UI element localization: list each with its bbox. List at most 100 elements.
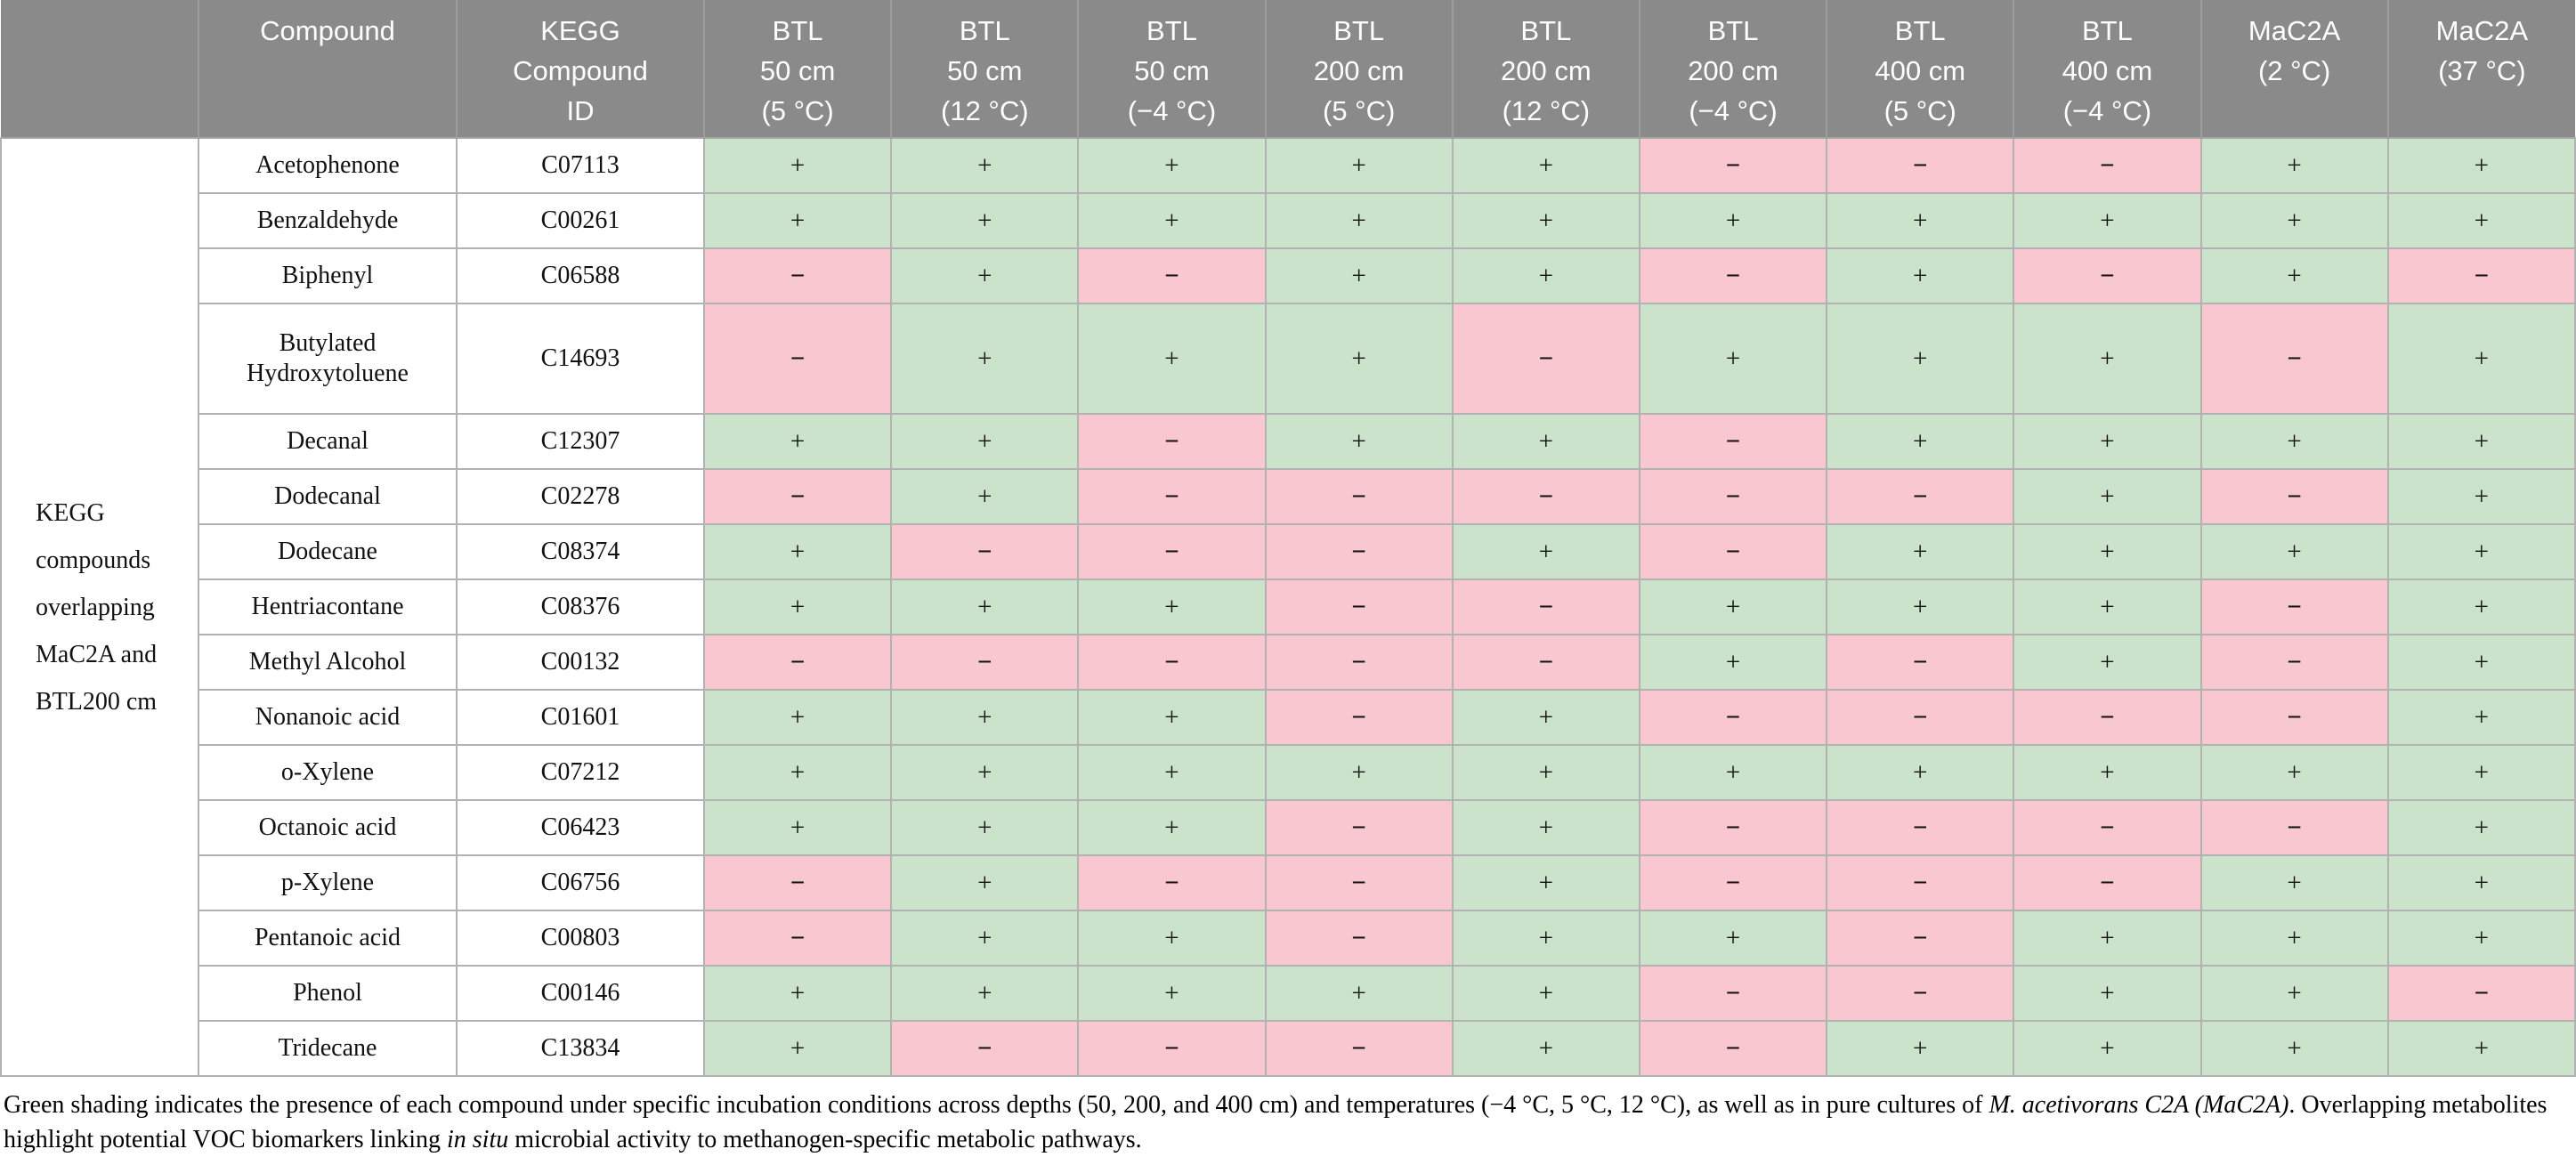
presence-cell-negative: − bbox=[1451, 303, 1640, 415]
table-row: Benzaldehyde C00261 + + + + + + + + + + bbox=[1, 192, 2576, 249]
presence-cell-positive: + bbox=[2386, 744, 2576, 801]
presence-cell-positive: + bbox=[1077, 137, 1267, 194]
presence-cell-negative: − bbox=[2386, 247, 2576, 304]
presence-cell-positive: + bbox=[2386, 854, 2576, 911]
presence-cell-positive: + bbox=[2199, 1020, 2389, 1077]
presence-cell-positive: + bbox=[1638, 910, 1828, 967]
compound-name-cell: Hentriacontane bbox=[198, 578, 458, 635]
presence-cell-negative: − bbox=[1826, 634, 2015, 691]
presence-cell-positive: + bbox=[1826, 247, 2015, 304]
table-row: Methyl Alcohol C00132− − − − − + − + − + bbox=[1, 634, 2576, 691]
presence-cell-positive: + bbox=[702, 413, 893, 470]
header-kegg-id: KEGG Compound ID bbox=[456, 0, 704, 138]
presence-cell-negative: − bbox=[1264, 1020, 1454, 1077]
kegg-id-cell: C02278 bbox=[456, 468, 705, 525]
presence-cell-negative: − bbox=[890, 634, 1080, 691]
presence-cell-positive: + bbox=[1077, 799, 1267, 856]
compound-name-cell: Biphenyl bbox=[198, 247, 458, 304]
presence-cell-negative: − bbox=[1638, 965, 1828, 1022]
presence-cell-positive: + bbox=[1264, 192, 1454, 249]
presence-cell-negative: − bbox=[702, 634, 893, 691]
compound-name-cell: Dodecane bbox=[198, 523, 458, 580]
presence-cell-negative: − bbox=[2199, 303, 2389, 415]
kegg-id-cell: C00146 bbox=[456, 965, 705, 1022]
presence-cell-negative: − bbox=[1264, 578, 1454, 635]
compound-name-cell: Acetophenone bbox=[198, 137, 458, 194]
presence-cell-negative: − bbox=[1826, 799, 2015, 856]
presence-cell-positive: + bbox=[702, 192, 893, 249]
kegg-id-cell: C14693 bbox=[456, 303, 705, 415]
presence-cell-positive: + bbox=[1077, 192, 1267, 249]
compound-name-cell: Phenol bbox=[198, 965, 458, 1022]
presence-cell-positive: + bbox=[1826, 1020, 2015, 1077]
presence-cell-positive: + bbox=[890, 910, 1080, 967]
presence-cell-positive: + bbox=[890, 137, 1080, 194]
presence-cell-negative: − bbox=[702, 247, 893, 304]
presence-cell-positive: + bbox=[1451, 247, 1640, 304]
presence-cell-positive: + bbox=[702, 137, 893, 194]
presence-cell-positive: + bbox=[890, 303, 1080, 415]
presence-cell-positive: + bbox=[1638, 192, 1828, 249]
presence-cell-positive: + bbox=[702, 1020, 893, 1077]
presence-cell-negative: − bbox=[1826, 468, 2015, 525]
kegg-id-cell: C00261 bbox=[456, 192, 705, 249]
compound-name-cell: p-Xylene bbox=[198, 854, 458, 911]
presence-cell-negative: − bbox=[702, 910, 893, 967]
presence-cell-positive: + bbox=[2386, 634, 2576, 691]
presence-cell-negative: − bbox=[1451, 634, 1640, 691]
presence-cell-negative: − bbox=[1264, 799, 1454, 856]
presence-cell-positive: + bbox=[1451, 413, 1640, 470]
presence-cell-negative: − bbox=[2013, 689, 2202, 746]
presence-cell-positive: + bbox=[2386, 578, 2576, 635]
compound-name-cell: Nonanoic acid bbox=[198, 689, 458, 746]
kegg-id-cell: C00132 bbox=[456, 634, 705, 691]
presence-cell-positive: + bbox=[702, 523, 893, 580]
presence-cell-positive: + bbox=[1451, 689, 1640, 746]
presence-cell-positive: + bbox=[702, 799, 893, 856]
presence-cell-positive: + bbox=[890, 799, 1080, 856]
presence-cell-positive: + bbox=[1264, 744, 1454, 801]
table-row: p-Xylene C06756− + − − + − − − + + bbox=[1, 854, 2576, 911]
presence-cell-positive: + bbox=[2386, 799, 2576, 856]
presence-cell-negative: − bbox=[702, 303, 893, 415]
presence-cell-positive: + bbox=[2386, 523, 2576, 580]
presence-cell-positive: + bbox=[1077, 744, 1267, 801]
presence-cell-positive: + bbox=[2386, 689, 2576, 746]
compound-name-cell: Octanoic acid bbox=[198, 799, 458, 856]
presence-cell-positive: + bbox=[2013, 578, 2202, 635]
kegg-id-cell: C07212 bbox=[456, 744, 705, 801]
presence-cell-positive: + bbox=[2013, 413, 2202, 470]
table-row: o-Xylene C07212 + + + + + + + + + + bbox=[1, 744, 2576, 801]
compound-name-cell: Butylated Hydroxytoluene bbox=[198, 303, 458, 415]
presence-cell-positive: + bbox=[702, 744, 893, 801]
presence-cell-positive: + bbox=[1826, 523, 2015, 580]
compound-name-cell: Decanal bbox=[198, 413, 458, 470]
caption-segment: Green shading indicates the presence of … bbox=[4, 1091, 1989, 1119]
presence-cell-negative: − bbox=[2199, 468, 2389, 525]
presence-cell-positive: + bbox=[1826, 744, 2015, 801]
presence-cell-negative: − bbox=[2013, 247, 2202, 304]
presence-cell-positive: + bbox=[2386, 413, 2576, 470]
kegg-id-cell: C08376 bbox=[456, 578, 705, 635]
presence-cell-positive: + bbox=[1638, 578, 1828, 635]
presence-cell-positive: + bbox=[2013, 744, 2202, 801]
presence-cell-positive: + bbox=[2386, 1020, 2576, 1077]
presence-cell-positive: + bbox=[2199, 247, 2389, 304]
header-btl200-minus4c: BTL 200 cm (−4 °C) bbox=[1638, 0, 1827, 138]
presence-cell-positive: + bbox=[2013, 910, 2202, 967]
presence-cell-positive: + bbox=[1826, 303, 2015, 415]
header-btl400-5c: BTL 400 cm (5 °C) bbox=[1826, 0, 2014, 138]
header-btl200-5c: BTL 200 cm (5 °C) bbox=[1264, 0, 1453, 138]
header-rowgroup-spacer bbox=[1, 0, 198, 138]
kegg-id-cell: C13834 bbox=[456, 1020, 705, 1077]
presence-cell-negative: − bbox=[1077, 634, 1267, 691]
table-row: Pentanoic acid C00803− + + − + + − + + + bbox=[1, 910, 2576, 967]
header-mac2a-2c: MaC2A (2 °C) bbox=[2199, 0, 2388, 138]
presence-cell-positive: + bbox=[1451, 192, 1640, 249]
header-compound: Compound bbox=[198, 0, 457, 138]
presence-cell-positive: + bbox=[2199, 965, 2389, 1022]
presence-cell-positive: + bbox=[2013, 468, 2202, 525]
compound-name-cell: o-Xylene bbox=[198, 744, 458, 801]
caption-segment: M. acetivorans C2A (MaC2A) bbox=[1989, 1091, 2289, 1119]
presence-cell-positive: + bbox=[702, 578, 893, 635]
